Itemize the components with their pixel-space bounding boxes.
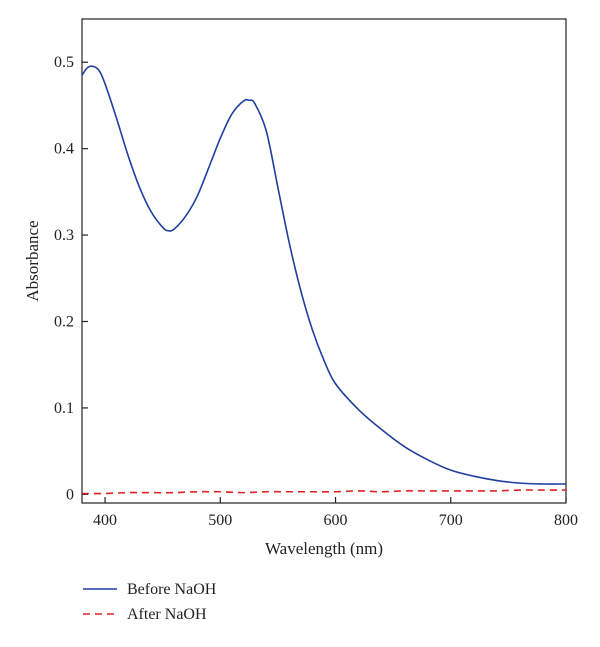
plot-frame [81,18,567,504]
x-axis: 400 500 600 700 800 [93,497,578,529]
y-tick-label: 0.1 [54,400,74,417]
legend: Before NaOH After NaOH [83,581,217,623]
y-tick-label: 0.4 [54,141,74,158]
series-layer [81,65,567,495]
x-tick-label: 800 [554,512,578,529]
x-tick-label: 700 [439,512,463,529]
y-axis-title: Absorbance [23,220,42,301]
y-tick-label: 0.3 [54,227,74,244]
x-tick-label: 400 [93,512,117,529]
series-line-1 [81,489,566,495]
y-axis: 0 0.1 0.2 0.3 0.4 0.5 [54,54,88,503]
series-line-0 [81,65,567,485]
legend-label: Before NaOH [127,581,217,598]
y-tick-label: 0 [66,486,74,503]
x-axis-title: Wavelength (nm) [265,539,383,558]
y-tick-label: 0.2 [54,314,74,331]
x-tick-label: 600 [324,512,348,529]
legend-label: After NaOH [127,606,207,623]
y-tick-label: 0.5 [54,54,74,71]
x-tick-label: 500 [208,512,232,529]
